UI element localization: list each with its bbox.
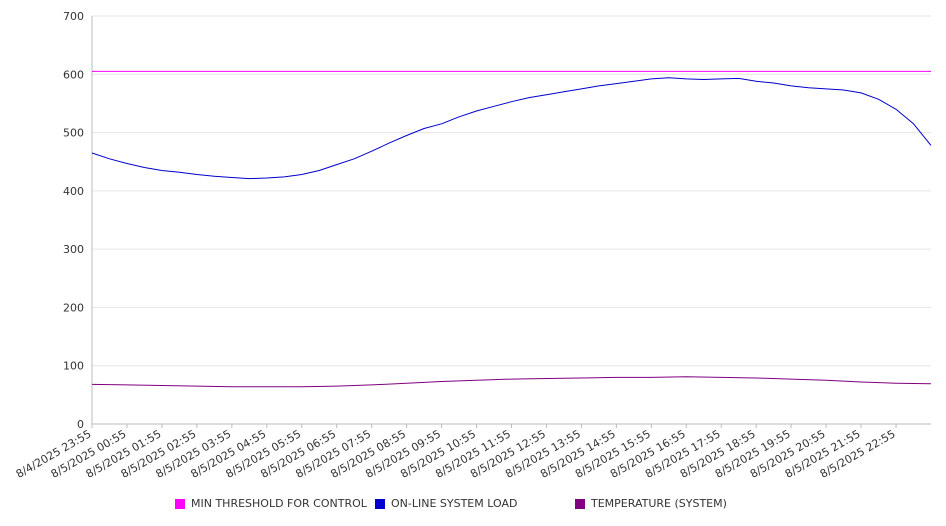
legend-item-temperature[interactable]: TEMPERATURE (SYSTEM): [575, 497, 727, 510]
y-tick-label-400: 400: [63, 185, 84, 198]
legend: MIN THRESHOLD FOR CONTROL ON-LINE SYSTEM…: [0, 497, 946, 515]
x-tick-labels: 8/4/2025 23:558/5/2025 00:558/5/2025 01:…: [14, 427, 898, 481]
legend-label-temperature: TEMPERATURE (SYSTEM): [591, 497, 727, 510]
legend-item-min-threshold[interactable]: MIN THRESHOLD FOR CONTROL: [175, 497, 367, 510]
series-line-system-load: [91, 77, 932, 180]
grid-lines: [92, 15, 931, 367]
series-line-temperature: [91, 376, 932, 388]
y-tick-label-700: 700: [63, 10, 84, 23]
y-tick-labels: 0 100 200 300 400 500 600 700: [63, 10, 84, 431]
y-tick-label-600: 600: [63, 68, 84, 81]
legend-swatch-system-load: [375, 498, 385, 509]
series-lines: [91, 70, 932, 388]
legend-item-system-load[interactable]: ON-LINE SYSTEM LOAD: [375, 497, 517, 510]
legend-label-min-threshold: MIN THRESHOLD FOR CONTROL: [191, 497, 367, 510]
y-tick-label-0: 0: [77, 418, 84, 431]
axes: [91, 16, 931, 428]
y-tick-label-100: 100: [63, 360, 84, 373]
y-tick-label-300: 300: [63, 243, 84, 256]
legend-swatch-temperature: [575, 498, 585, 509]
y-tick-label-200: 200: [63, 301, 84, 314]
y-tick-label-500: 500: [63, 127, 84, 140]
legend-label-system-load: ON-LINE SYSTEM LOAD: [391, 497, 518, 510]
legend-swatch-min-threshold: [175, 498, 185, 509]
